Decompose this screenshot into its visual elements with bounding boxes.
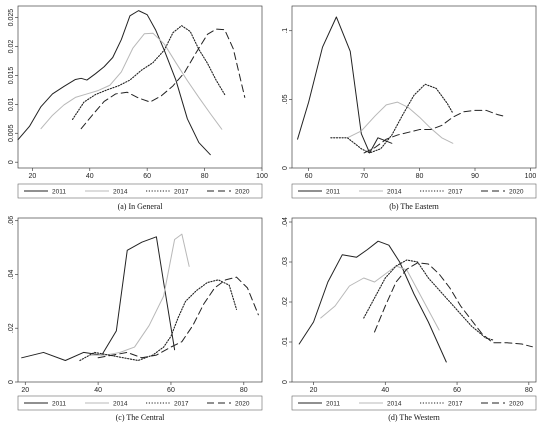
- series-line-2011: [298, 240, 447, 363]
- x-tick-label: 90: [471, 173, 479, 180]
- series-line-2014: [40, 32, 223, 130]
- series-line-2020: [363, 109, 504, 154]
- legend-label-2011: 2011: [52, 188, 66, 195]
- y-tick-label: .04: [282, 217, 289, 227]
- series-line-2014: [90, 233, 190, 356]
- series-line-2017: [79, 279, 238, 362]
- y-tick-label: 0: [282, 166, 289, 170]
- series-line-2011: [21, 236, 176, 361]
- series-line-2014: [320, 265, 440, 331]
- legend-label-2014: 2014: [387, 400, 402, 407]
- x-tick-label: 60: [167, 387, 175, 394]
- y-tick-label: 0.005: [8, 124, 15, 142]
- legend-label-2017: 2017: [448, 400, 463, 407]
- legend-label-2020: 2020: [235, 188, 250, 195]
- series-line-2020: [80, 28, 246, 130]
- series-line-2017: [330, 83, 454, 154]
- legend-label-2020: 2020: [235, 400, 250, 407]
- legend-label-2014: 2014: [113, 400, 128, 407]
- y-tick-label: .03: [282, 257, 289, 267]
- y-tick-label: .04: [8, 269, 15, 279]
- x-tick-label: 20: [310, 387, 318, 394]
- x-tick-label: 20: [21, 387, 29, 394]
- x-tick-label: 40: [94, 387, 102, 394]
- chart-panel-3: 20 40 60 80 0 .01 .02 .03 .04 2011 2014 2017 2020 (d)…: [282, 217, 537, 422]
- y-tick-label: 0: [8, 160, 15, 164]
- x-tick-label: 80: [240, 387, 248, 394]
- legend-label-2017: 2017: [174, 188, 189, 195]
- y-tick-label: 0.02: [8, 40, 15, 54]
- y-tick-label: 0.015: [8, 67, 15, 85]
- x-tick-label: 80: [416, 173, 424, 180]
- x-tick-label: 40: [381, 387, 389, 394]
- y-tick-label: 0: [8, 380, 15, 384]
- chart-panel-1: 60 70 80 90 100 0 .05 .1 2011 2014 2017 2020 (b) The…: [282, 5, 537, 211]
- series-line-2017: [363, 259, 494, 341]
- panel-caption: (a) In General: [118, 202, 164, 211]
- y-tick-label: 0.025: [8, 9, 15, 27]
- y-tick-label: .02: [282, 297, 289, 307]
- plot-frame: [17, 217, 263, 383]
- x-tick-label: 100: [256, 173, 268, 180]
- legend-label-2014: 2014: [387, 188, 402, 195]
- y-tick-label: .02: [8, 323, 15, 333]
- legend-label-2020: 2020: [509, 188, 524, 195]
- y-tick-label: 0.01: [8, 97, 15, 111]
- x-tick-label: 70: [360, 173, 368, 180]
- series-line-2014: [346, 101, 454, 144]
- plot-frame: [291, 5, 537, 169]
- y-tick-label: .01: [282, 337, 289, 347]
- legend-label-2011: 2011: [52, 400, 66, 407]
- x-tick-label: 60: [305, 173, 313, 180]
- y-tick-label: .06: [8, 216, 15, 226]
- y-tick-label: .1: [282, 28, 289, 34]
- legend-label-2011: 2011: [326, 400, 340, 407]
- legend-label-2017: 2017: [174, 400, 189, 407]
- x-tick-label: 40: [86, 173, 94, 180]
- y-tick-label: .05: [282, 94, 289, 104]
- plot-frame: [17, 5, 263, 169]
- legend-box: [17, 395, 263, 411]
- legend-label-2020: 2020: [509, 400, 524, 407]
- series-line-2020: [97, 276, 259, 359]
- chart-panel-0: 20 40 60 80 100 0 0.005 0.01 0.015 0.02 0.025 2011 2…: [8, 5, 268, 211]
- x-tick-label: 80: [525, 387, 533, 394]
- series-line-2017: [71, 25, 226, 120]
- series-line-2011: [297, 16, 393, 154]
- legend-label-2017: 2017: [448, 188, 463, 195]
- legend-box: [291, 183, 537, 199]
- legend-box: [17, 183, 263, 199]
- legend-label-2011: 2011: [326, 188, 340, 195]
- x-tick-label: 20: [28, 173, 36, 180]
- panel-caption: (d) The Western: [388, 413, 440, 422]
- x-tick-label: 80: [201, 173, 209, 180]
- y-tick-label: 0: [282, 380, 289, 384]
- legend-label-2014: 2014: [113, 188, 128, 195]
- series-line-2011: [17, 10, 211, 156]
- series-line-2020: [374, 262, 533, 348]
- panel-caption: (b) The Eastern: [389, 202, 439, 211]
- plot-frame: [291, 217, 537, 383]
- x-tick-label: 60: [143, 173, 151, 180]
- x-tick-label: 60: [453, 387, 461, 394]
- panel-caption: (c) The Central: [116, 413, 165, 422]
- x-tick-label: 100: [525, 173, 537, 180]
- legend-box: [291, 395, 537, 411]
- chart-panel-2: 20 40 60 80 0 .02 .04 .06 2011 2014 2017 2020 (c) Th…: [8, 216, 263, 422]
